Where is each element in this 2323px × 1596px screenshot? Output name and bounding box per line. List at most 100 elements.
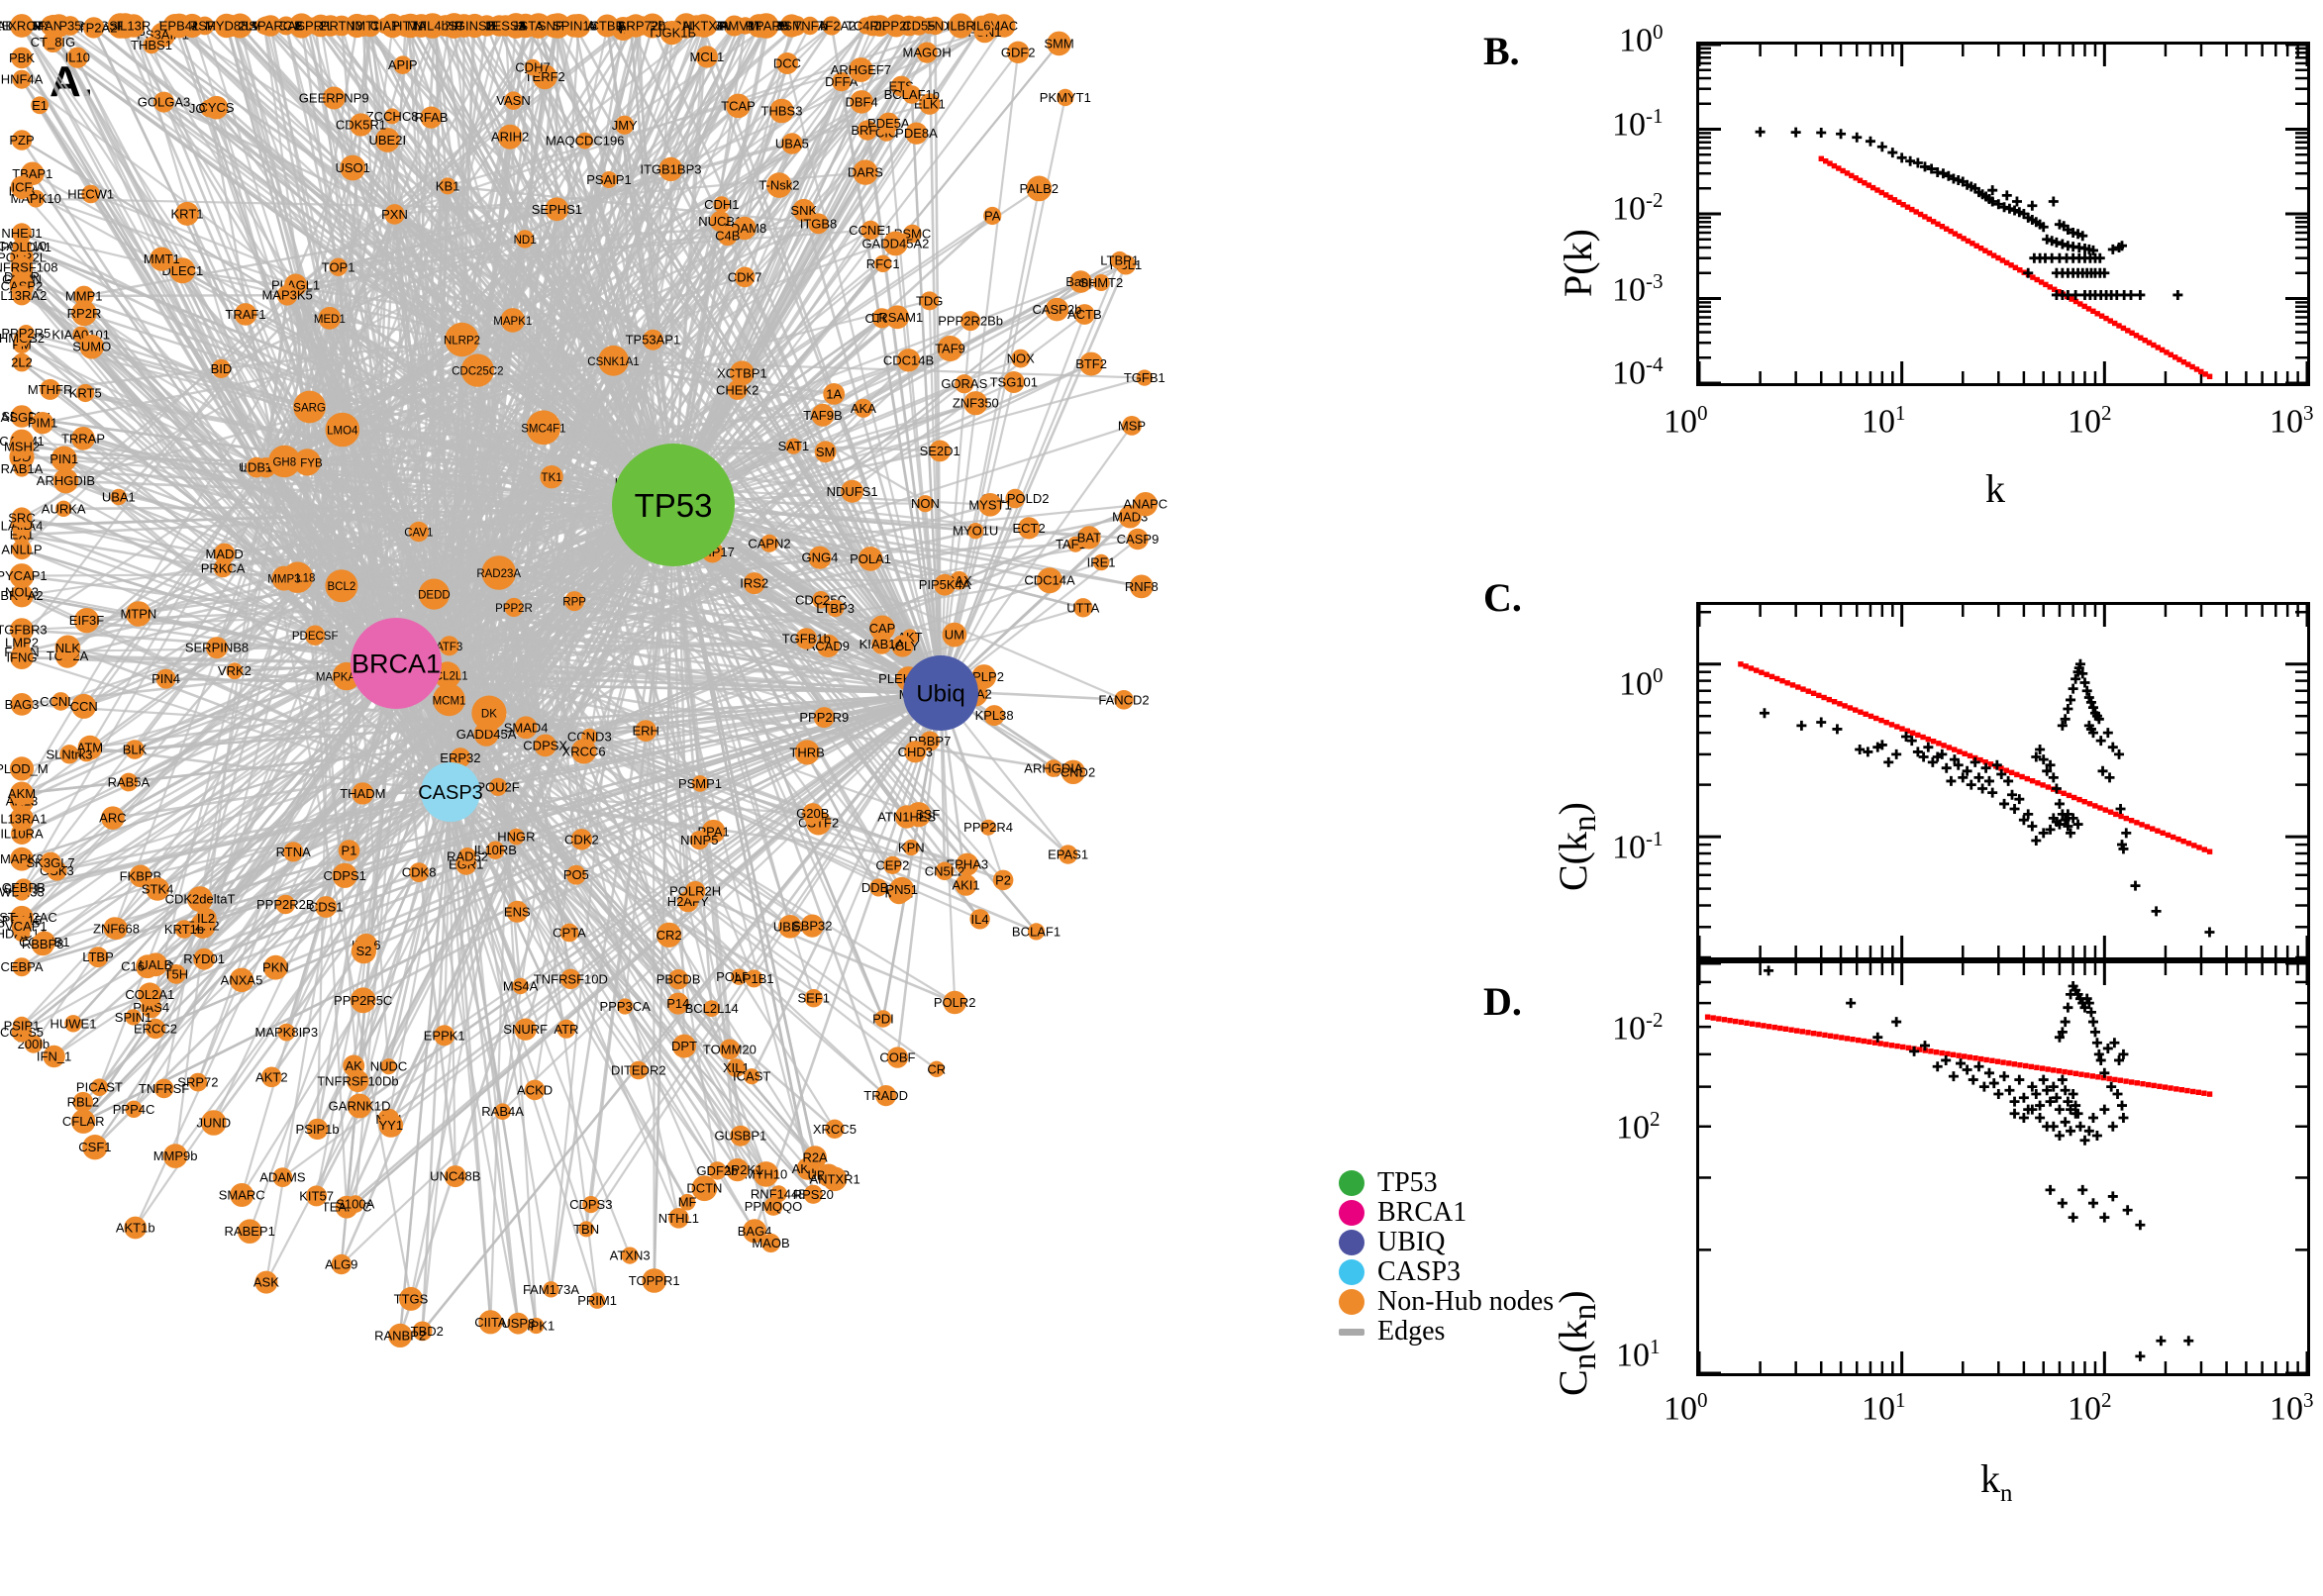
- network-node[interactable]: [306, 1118, 329, 1141]
- network-node[interactable]: [920, 291, 940, 311]
- network-node[interactable]: [150, 247, 174, 271]
- network-node[interactable]: [10, 255, 34, 279]
- network-node[interactable]: [1005, 488, 1025, 509]
- network-node[interactable]: [481, 555, 516, 590]
- network-node[interactable]: [76, 383, 95, 403]
- network-node[interactable]: [188, 1072, 208, 1092]
- network-node[interactable]: [595, 14, 619, 38]
- network-node[interactable]: [325, 569, 358, 603]
- network-node[interactable]: [458, 848, 476, 865]
- network-node[interactable]: [439, 177, 456, 195]
- network-node[interactable]: [425, 15, 448, 37]
- network-node[interactable]: [1027, 923, 1046, 941]
- network-node[interactable]: [726, 1158, 750, 1182]
- network-node[interactable]: [322, 86, 346, 110]
- network-node[interactable]: [90, 1078, 109, 1096]
- network-node[interactable]: [849, 57, 873, 82]
- network-node[interactable]: [331, 15, 353, 37]
- network-node[interactable]: [54, 635, 81, 661]
- network-node[interactable]: [885, 305, 910, 330]
- network-node[interactable]: [11, 507, 33, 529]
- network-node[interactable]: [803, 1184, 823, 1204]
- network-node[interactable]: [814, 441, 837, 463]
- network-node[interactable]: [125, 1009, 142, 1026]
- network-node[interactable]: [439, 636, 459, 656]
- network-node[interactable]: [12, 285, 32, 306]
- network-node[interactable]: [902, 85, 922, 104]
- network-node[interactable]: [883, 855, 902, 875]
- network-node[interactable]: [570, 739, 597, 764]
- network-node[interactable]: [64, 1015, 82, 1033]
- network-node[interactable]: [14, 878, 34, 897]
- network-node[interactable]: [816, 634, 840, 658]
- network-node[interactable]: [598, 345, 629, 376]
- network-node[interactable]: [672, 1034, 696, 1058]
- network-node[interactable]: [11, 223, 33, 244]
- network-node[interactable]: [27, 189, 46, 208]
- network-node[interactable]: [10, 646, 34, 669]
- network-node[interactable]: [825, 1119, 845, 1140]
- network-node[interactable]: [1133, 492, 1159, 517]
- network-node[interactable]: [514, 716, 538, 740]
- network-node[interactable]: [734, 266, 756, 288]
- network-node[interactable]: [193, 948, 216, 970]
- hub-node-tp53[interactable]: [612, 444, 735, 566]
- network-node[interactable]: [478, 1310, 503, 1335]
- network-node[interactable]: [942, 622, 967, 648]
- network-node[interactable]: [54, 500, 72, 517]
- network-node[interactable]: [691, 775, 709, 792]
- network-node[interactable]: [254, 1270, 278, 1294]
- network-node[interactable]: [347, 1093, 372, 1119]
- network-node[interactable]: [11, 540, 33, 560]
- network-node[interactable]: [955, 873, 977, 896]
- network-node[interactable]: [978, 493, 1002, 517]
- network-node[interactable]: [12, 352, 32, 372]
- network-node[interactable]: [43, 1045, 65, 1068]
- network-node[interactable]: [955, 374, 974, 394]
- network-node[interactable]: [969, 909, 990, 930]
- network-node[interactable]: [991, 14, 1016, 38]
- network-node[interactable]: [66, 47, 88, 68]
- network-node[interactable]: [800, 914, 824, 938]
- network-node[interactable]: [77, 735, 103, 760]
- network-node[interactable]: [560, 968, 581, 989]
- network-node[interactable]: [578, 1221, 595, 1238]
- network-node[interactable]: [719, 1039, 741, 1060]
- network-node[interactable]: [642, 329, 663, 350]
- hub-node-ubiq[interactable]: [903, 655, 978, 731]
- network-node[interactable]: [667, 969, 689, 990]
- network-node[interactable]: [293, 449, 321, 476]
- network-node[interactable]: [9, 807, 35, 832]
- network-node[interactable]: [412, 1321, 433, 1342]
- network-node[interactable]: [1045, 759, 1062, 777]
- network-node[interactable]: [713, 196, 731, 213]
- network-node[interactable]: [166, 964, 186, 984]
- network-node[interactable]: [138, 982, 162, 1007]
- network-node[interactable]: [351, 939, 376, 964]
- network-node[interactable]: [275, 894, 296, 915]
- network-node[interactable]: [507, 1312, 530, 1335]
- hub-node-brca1[interactable]: [351, 618, 442, 709]
- network-node[interactable]: [1073, 304, 1095, 325]
- network-node[interactable]: [306, 1185, 328, 1207]
- network-node[interactable]: [963, 391, 988, 416]
- network-node[interactable]: [506, 900, 529, 923]
- network-node[interactable]: [926, 16, 945, 36]
- network-node[interactable]: [635, 720, 657, 742]
- network-node[interactable]: [195, 16, 215, 36]
- network-node[interactable]: [9, 563, 35, 589]
- network-node[interactable]: [744, 1068, 760, 1085]
- network-node[interactable]: [935, 861, 955, 881]
- network-node[interactable]: [230, 1183, 254, 1207]
- network-node[interactable]: [717, 225, 738, 247]
- network-node[interactable]: [42, 31, 63, 52]
- network-node[interactable]: [684, 880, 706, 902]
- network-node[interactable]: [1058, 845, 1078, 864]
- network-node[interactable]: [992, 869, 1014, 891]
- network-node[interactable]: [119, 772, 139, 792]
- network-node[interactable]: [904, 741, 927, 763]
- network-node[interactable]: [399, 1286, 423, 1311]
- network-node[interactable]: [1037, 567, 1062, 594]
- network-node[interactable]: [445, 322, 479, 357]
- network-node[interactable]: [31, 933, 54, 956]
